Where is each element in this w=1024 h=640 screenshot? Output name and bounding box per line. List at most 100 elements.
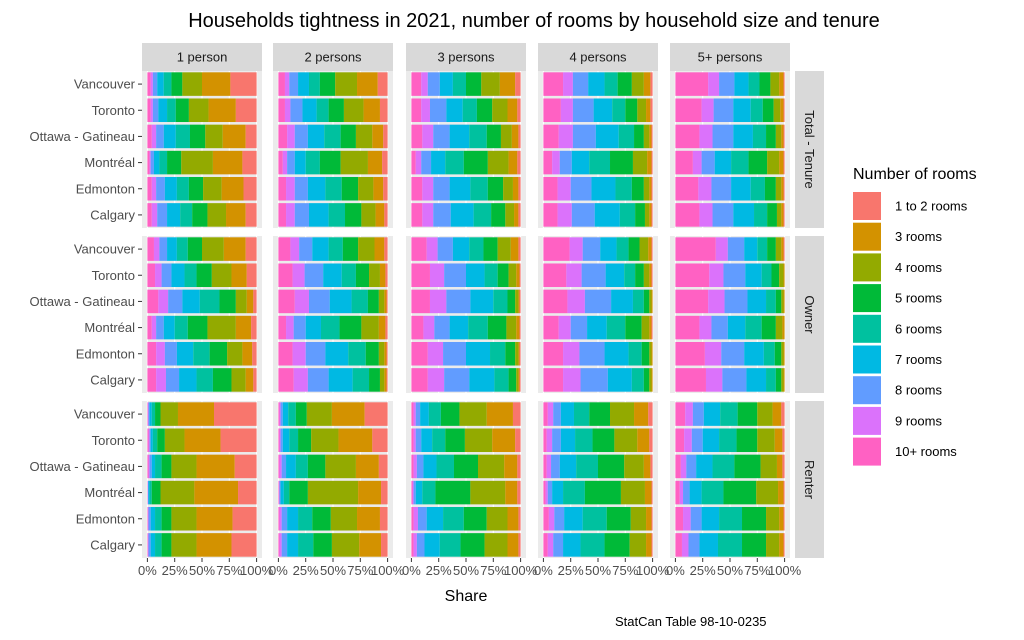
bar-segment-vancouver-3-rooms xyxy=(779,72,784,96)
bar-segment-calgary-8-rooms xyxy=(165,368,180,392)
y-tick-label: Toronto xyxy=(92,433,135,448)
bar-segment-ottawa-gatineau-3-rooms xyxy=(776,454,783,479)
bar-segment-montr-al-10-rooms xyxy=(675,480,680,505)
bar-segment-vancouver-4-rooms xyxy=(182,72,202,96)
bar-segment-ottawa-gatineau-9-rooms xyxy=(429,289,447,314)
bar-segment-ottawa-gatineau-4-rooms xyxy=(781,289,784,314)
bar-segment-calgary-7-rooms xyxy=(607,368,632,392)
bar-segment-ottawa-gatineau-5-rooms xyxy=(219,289,236,314)
bar-segment-vancouver-8-rooms xyxy=(719,72,735,96)
bar-segment-calgary-5-rooms xyxy=(161,533,172,557)
bar-segment-ottawa-gatineau-9-rooms xyxy=(546,454,552,479)
bar-segment-edmonton-10-rooms xyxy=(543,176,558,201)
bar-segment-ottawa-gatineau-8-rooms xyxy=(584,289,612,314)
y-tick-label: Ottawa - Gatineau xyxy=(30,294,136,309)
bar-segment-montr-al-7-rooms xyxy=(294,150,306,175)
bar-segment-calgary-6-rooms xyxy=(180,203,193,227)
bar-segment-montr-al-7-rooms xyxy=(714,150,732,175)
bar-segment-ottawa-gatineau-10-rooms xyxy=(543,289,568,314)
legend: Number of rooms 1 to 2 rooms 3 rooms 4 roo… xyxy=(853,166,977,466)
bar-segment-vancouver-7-rooms xyxy=(298,72,309,96)
bar-segment-vancouver-1-to-2-rooms xyxy=(377,72,388,96)
bar-segment-calgary-10-rooms xyxy=(411,203,423,227)
bar-segment-vancouver-9-rooms xyxy=(290,237,300,261)
bar-segment-vancouver-9-rooms xyxy=(279,402,281,426)
bar-segment-edmonton-6-rooms xyxy=(628,341,642,366)
bar-segment-vancouver-10-rooms xyxy=(543,237,570,261)
bar-segment-edmonton-8-rooms xyxy=(433,176,450,201)
bar-segment-toronto-4-rooms xyxy=(508,263,517,288)
bar-segment-ottawa-gatineau-3-rooms xyxy=(222,124,246,149)
y-tick-label: Edmonton xyxy=(76,181,135,196)
bar-segment-montr-al-5-rooms xyxy=(463,150,488,175)
bar-segment-toronto-6-rooms xyxy=(316,98,329,123)
bar-segment-calgary-6-rooms xyxy=(766,368,776,392)
bar-segment-ottawa-gatineau-4-rooms xyxy=(171,454,197,479)
bar-segment-toronto-10-rooms xyxy=(278,428,280,453)
bar-segment-toronto-1-to-2-rooms xyxy=(235,98,257,123)
bar-segment-ottawa-gatineau-7-rooms xyxy=(595,124,619,149)
panel-renter-2-persons xyxy=(273,401,393,558)
bar-segment-toronto-10-rooms xyxy=(675,98,702,123)
bar-segment-toronto-9-rooms xyxy=(429,263,445,288)
bar-segment-montr-al-4-rooms xyxy=(632,150,648,175)
bar-segment-toronto-9-rooms xyxy=(546,428,553,453)
bar-segment-ottawa-gatineau-5-rooms xyxy=(307,454,326,479)
legend-label: 7 rooms xyxy=(895,352,942,367)
bar-segment-ottawa-gatineau-8-rooms xyxy=(712,124,734,149)
bar-segment-ottawa-gatineau-3-rooms xyxy=(384,289,387,314)
bar-segment-toronto-6-rooms xyxy=(761,263,772,288)
legend-swatch xyxy=(853,406,881,435)
bar-segment-vancouver-10-rooms xyxy=(411,237,427,261)
bar-segment-edmonton-10-rooms xyxy=(411,506,414,531)
bar-segment-ottawa-gatineau-10-rooms xyxy=(675,454,681,479)
bar-segment-ottawa-gatineau-8-rooms xyxy=(446,289,471,314)
bar-segment-vancouver-3-rooms xyxy=(331,402,365,426)
bar-segment-montr-al-1-to-2-rooms xyxy=(651,315,653,340)
bar-segment-ottawa-gatineau-10-rooms xyxy=(411,124,423,149)
bar-segment-toronto-10-rooms xyxy=(411,263,430,288)
bar-segment-montr-al-6-rooms xyxy=(149,480,152,505)
bar-segment-edmonton-3-rooms xyxy=(357,506,380,531)
row-strip-label: Owner xyxy=(802,295,817,334)
bar-segment-ottawa-gatineau-1-to-2-rooms xyxy=(651,124,653,149)
bar-segment-montr-al-1-to-2-rooms xyxy=(783,480,785,505)
bar-segment-vancouver-8-rooms xyxy=(553,402,561,426)
bar-segment-vancouver-6-rooms xyxy=(428,402,441,426)
bar-segment-edmonton-6-rooms xyxy=(298,506,313,531)
bar-segment-calgary-9-rooms xyxy=(286,203,295,227)
bar-segment-calgary-4-rooms xyxy=(766,533,780,557)
bar-segment-montr-al-4-rooms xyxy=(470,480,506,505)
bar-segment-calgary-7-rooms xyxy=(424,533,440,557)
bar-segment-edmonton-1-to-2-rooms xyxy=(518,176,521,201)
x-tick-label: 100% xyxy=(240,563,274,578)
bar-segment-vancouver-8-rooms xyxy=(415,402,421,426)
row-strip-background xyxy=(795,401,824,558)
bar-segment-montr-al-3-rooms xyxy=(782,315,785,340)
bar-segment-vancouver-4-rooms xyxy=(335,72,358,96)
x-tick-label: 75% xyxy=(612,563,638,578)
bar-segment-ottawa-gatineau-5-rooms xyxy=(598,454,625,479)
bar-segment-calgary-9-rooms xyxy=(413,533,417,557)
bar-segment-ottawa-gatineau-4-rooms xyxy=(205,124,223,149)
bar-segment-montr-al-8-rooms xyxy=(293,315,306,340)
bar-segment-ottawa-gatineau-7-rooms xyxy=(470,289,494,314)
bar-segment-calgary-3-rooms xyxy=(384,368,387,392)
bar-segment-toronto-6-rooms xyxy=(719,428,737,453)
bar-segment-toronto-3-rooms xyxy=(780,98,784,123)
bar-segment-montr-al-3-rooms xyxy=(378,315,386,340)
legend-swatch xyxy=(853,437,881,466)
bar-segment-edmonton-10-rooms xyxy=(411,176,423,201)
bar-segment-toronto-5-rooms xyxy=(298,428,312,453)
bar-segment-calgary-4-rooms xyxy=(231,368,246,392)
bar-segment-edmonton-9-rooms xyxy=(698,176,712,201)
bar-segment-ottawa-gatineau-6-rooms xyxy=(295,454,308,479)
bar-segment-toronto-4-rooms xyxy=(492,98,508,123)
bar-segment-ottawa-gatineau-6-rooms xyxy=(576,454,598,479)
column-strip-2-persons: 2 persons xyxy=(273,43,393,71)
bar-segment-toronto-7-rooms xyxy=(702,428,720,453)
bar-segment-montr-al-5-rooms xyxy=(723,480,757,505)
bar-segment-toronto-8-rooms xyxy=(415,428,422,453)
bar-segment-toronto-9-rooms xyxy=(150,98,153,123)
bar-segment-edmonton-10-rooms xyxy=(278,176,287,201)
